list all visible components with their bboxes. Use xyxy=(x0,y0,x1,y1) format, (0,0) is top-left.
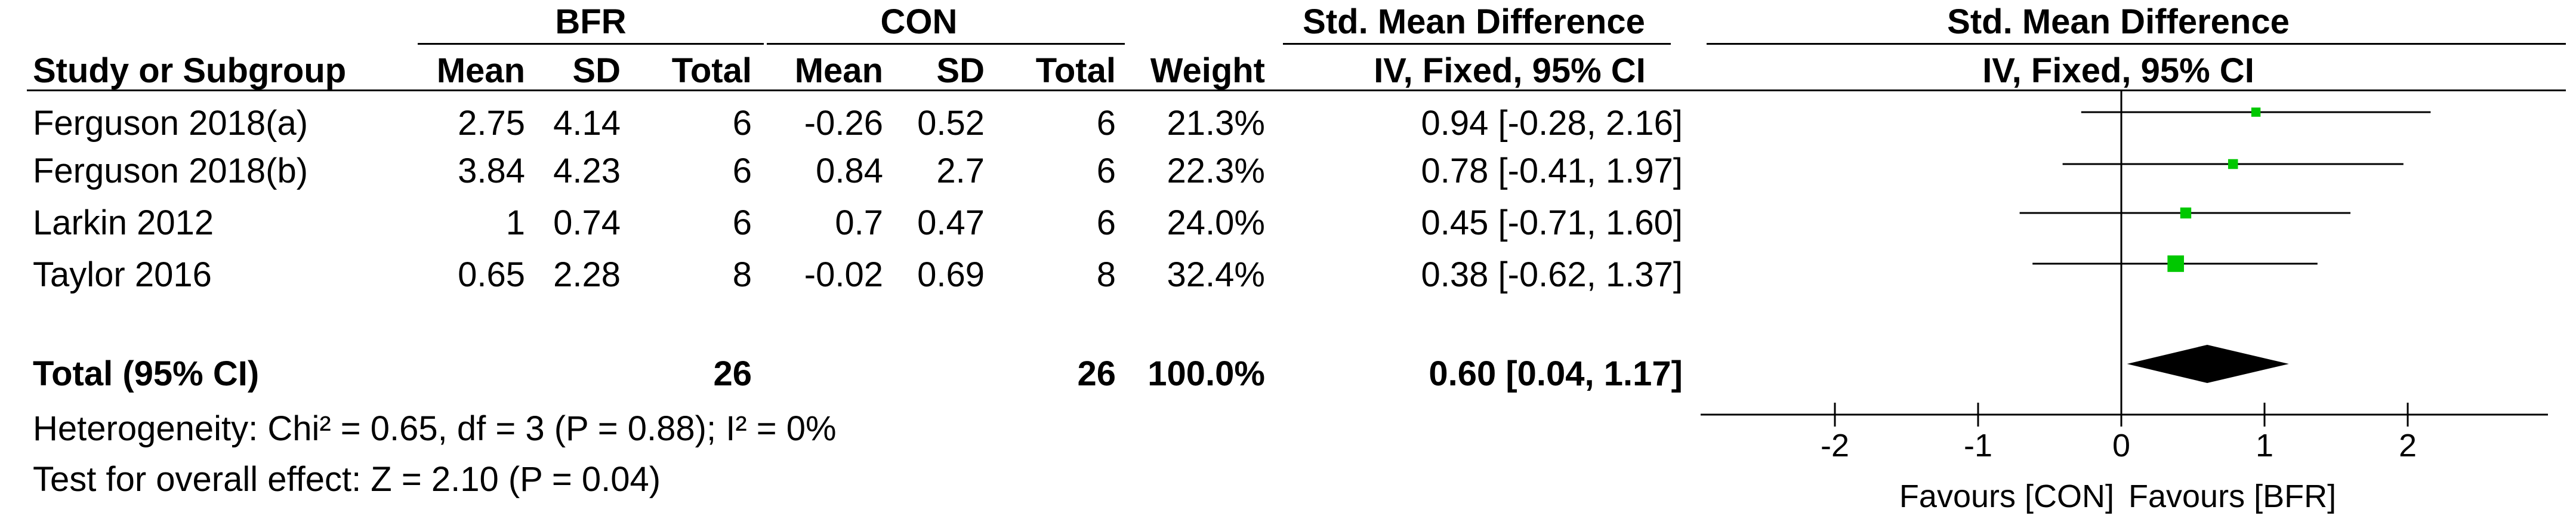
x-tick-label-2: 0 xyxy=(2112,428,2130,464)
mean2-value: -0.02 xyxy=(804,255,883,294)
total2-value: 6 xyxy=(1096,203,1116,242)
sd1-value: 0.74 xyxy=(553,203,621,242)
effect-method-header: IV, Fixed, 95% CI xyxy=(1374,51,1646,90)
plot-rule xyxy=(1707,43,2566,45)
effect-rule xyxy=(1283,43,1671,45)
col-mean2-header: Mean xyxy=(794,51,883,90)
total-label: Total (95% CI) xyxy=(33,354,260,393)
pooled-diamond xyxy=(2127,345,2289,383)
mean1-value: 3.84 xyxy=(458,152,525,190)
favours-right-label: Favours [BFR] xyxy=(2128,478,2336,514)
study-marker-3 xyxy=(2167,255,2185,272)
x-tick-label-4: 2 xyxy=(2399,428,2417,464)
sd2-value: 0.69 xyxy=(917,255,985,294)
ci-text: 0.94 [-0.28, 2.16] xyxy=(1421,104,1683,143)
mean1-value: 1 xyxy=(505,203,525,242)
study-name: Ferguson 2018(a) xyxy=(33,104,308,143)
col-sd1-header: SD xyxy=(572,51,621,90)
total-weight: 100.0% xyxy=(1147,354,1265,393)
col-sd2-header: SD xyxy=(936,51,985,90)
group1-header: BFR xyxy=(555,2,627,41)
mean2-value: 0.7 xyxy=(835,203,883,242)
total1-value: 6 xyxy=(732,152,752,190)
study-name: Taylor 2016 xyxy=(33,255,212,294)
total1-value: 8 xyxy=(732,255,752,294)
total2-value: 8 xyxy=(1096,255,1116,294)
weight-value: 32.4% xyxy=(1167,255,1265,294)
mean2-value: -0.26 xyxy=(804,104,883,143)
header-bottom-rule xyxy=(27,89,2566,91)
ci-text: 0.78 [-0.41, 1.97] xyxy=(1421,152,1683,190)
plot-title: Std. Mean Difference xyxy=(1947,2,2290,41)
group2-header: CON xyxy=(880,2,958,41)
col-mean1-header: Mean xyxy=(436,51,525,90)
x-tick-label-0: -2 xyxy=(1821,428,1849,464)
study-name: Larkin 2012 xyxy=(33,203,214,242)
sd2-value: 0.47 xyxy=(917,203,985,242)
col-total1-header: Total xyxy=(671,51,752,90)
study-name: Ferguson 2018(b) xyxy=(33,152,308,190)
col-study-header: Study or Subgroup xyxy=(33,51,347,90)
total1-sum: 26 xyxy=(713,354,752,393)
total2-value: 6 xyxy=(1096,152,1116,190)
study-marker-1 xyxy=(2228,159,2238,169)
study-marker-0 xyxy=(2251,107,2261,117)
total-ci-text: 0.60 [0.04, 1.17] xyxy=(1429,354,1683,393)
favours-left-label: Favours [CON] xyxy=(1899,478,2114,514)
total2-value: 6 xyxy=(1096,104,1116,143)
sd2-value: 0.52 xyxy=(917,104,985,143)
mean2-value: 0.84 xyxy=(816,152,883,190)
sd1-value: 4.14 xyxy=(553,104,621,143)
weight-value: 22.3% xyxy=(1167,152,1265,190)
group1-rule xyxy=(418,43,764,45)
ci-text: 0.38 [-0.62, 1.37] xyxy=(1421,255,1683,294)
col-weight-header: Weight xyxy=(1150,51,1265,90)
study-marker-2 xyxy=(2180,207,2192,219)
total2-sum: 26 xyxy=(1077,354,1116,393)
sd1-value: 2.28 xyxy=(553,255,621,294)
sd1-value: 4.23 xyxy=(553,152,621,190)
x-tick-label-3: 1 xyxy=(2256,428,2273,464)
heterogeneity-text: Heterogeneity: Chi² = 0.65, df = 3 (P = … xyxy=(33,409,837,448)
total1-value: 6 xyxy=(732,104,752,143)
weight-value: 24.0% xyxy=(1167,203,1265,242)
col-total2-header: Total xyxy=(1035,51,1116,90)
mean1-value: 0.65 xyxy=(458,255,525,294)
mean1-value: 2.75 xyxy=(458,104,525,143)
effect-title: Std. Mean Difference xyxy=(1303,2,1645,41)
ci-text: 0.45 [-0.71, 1.60] xyxy=(1421,203,1683,242)
overall-effect-text: Test for overall effect: Z = 2.10 (P = 0… xyxy=(33,460,661,499)
group2-rule xyxy=(767,43,1125,45)
x-tick-label-1: -1 xyxy=(1964,428,1992,464)
plot-method-header: IV, Fixed, 95% CI xyxy=(1982,51,2254,90)
weight-value: 21.3% xyxy=(1167,104,1265,143)
total1-value: 6 xyxy=(732,203,752,242)
sd2-value: 2.7 xyxy=(936,152,985,190)
